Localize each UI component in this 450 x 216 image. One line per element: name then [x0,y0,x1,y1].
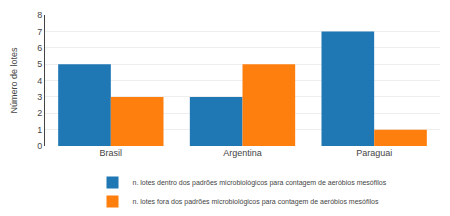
svg-text:3: 3 [37,92,42,102]
svg-text:Número de lotes: Número de lotes [9,47,19,114]
svg-text:n. lotes dentro dos padrões mi: n. lotes dentro dos padrões microbiológi… [133,179,387,187]
svg-text:7: 7 [37,27,42,37]
svg-text:4: 4 [37,76,42,86]
svg-text:Brasil: Brasil [100,148,123,158]
svg-text:Paraguai: Paraguai [356,148,392,158]
svg-text:2: 2 [37,108,42,118]
svg-text:Argentina: Argentina [223,148,262,158]
svg-text:5: 5 [37,59,42,69]
svg-text:n. lotes fora dos padrões micr: n. lotes fora dos padrões microbiológico… [133,198,379,206]
svg-text:0: 0 [37,141,42,151]
svg-text:1: 1 [37,125,42,135]
svg-text:6: 6 [37,43,42,53]
svg-text:8: 8 [37,10,42,20]
